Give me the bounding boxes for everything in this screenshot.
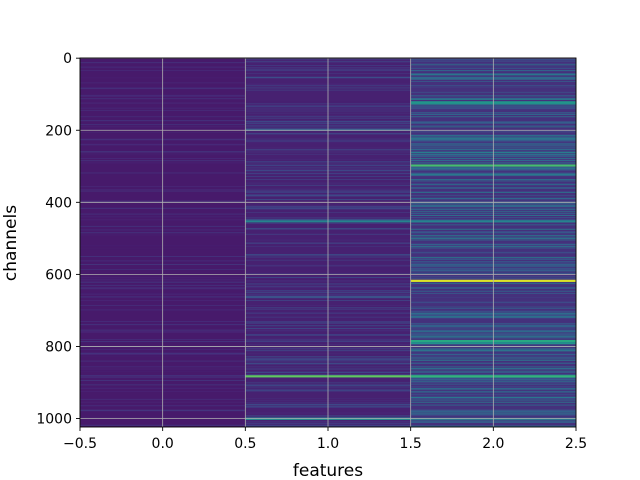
y-tick-label: 200 bbox=[45, 123, 72, 139]
y-axis: 0 200 400 600 800 1000 bbox=[36, 51, 80, 428]
grid-lines bbox=[79, 57, 577, 427]
y-tick-label: 800 bbox=[45, 339, 72, 355]
x-tick-label: −0.5 bbox=[63, 436, 97, 452]
y-tick-label: 400 bbox=[45, 195, 72, 211]
y-axis-label: channels bbox=[1, 205, 21, 281]
x-tick-label: 0.0 bbox=[152, 436, 174, 452]
y-tick-label: 600 bbox=[45, 267, 72, 283]
x-tick-label: 0.5 bbox=[234, 436, 256, 452]
y-tick-label: 0 bbox=[63, 51, 72, 67]
x-tick-label: 1.5 bbox=[400, 436, 422, 452]
y-tick-label: 1000 bbox=[36, 412, 72, 428]
x-axis: −0.5 0.0 0.5 1.0 1.5 2.0 2.5 bbox=[63, 427, 587, 452]
x-axis-label: features bbox=[293, 461, 363, 480]
x-tick-label: 1.0 bbox=[317, 436, 339, 452]
x-tick-label: 2.5 bbox=[565, 436, 587, 452]
x-tick-label: 2.0 bbox=[482, 436, 504, 452]
